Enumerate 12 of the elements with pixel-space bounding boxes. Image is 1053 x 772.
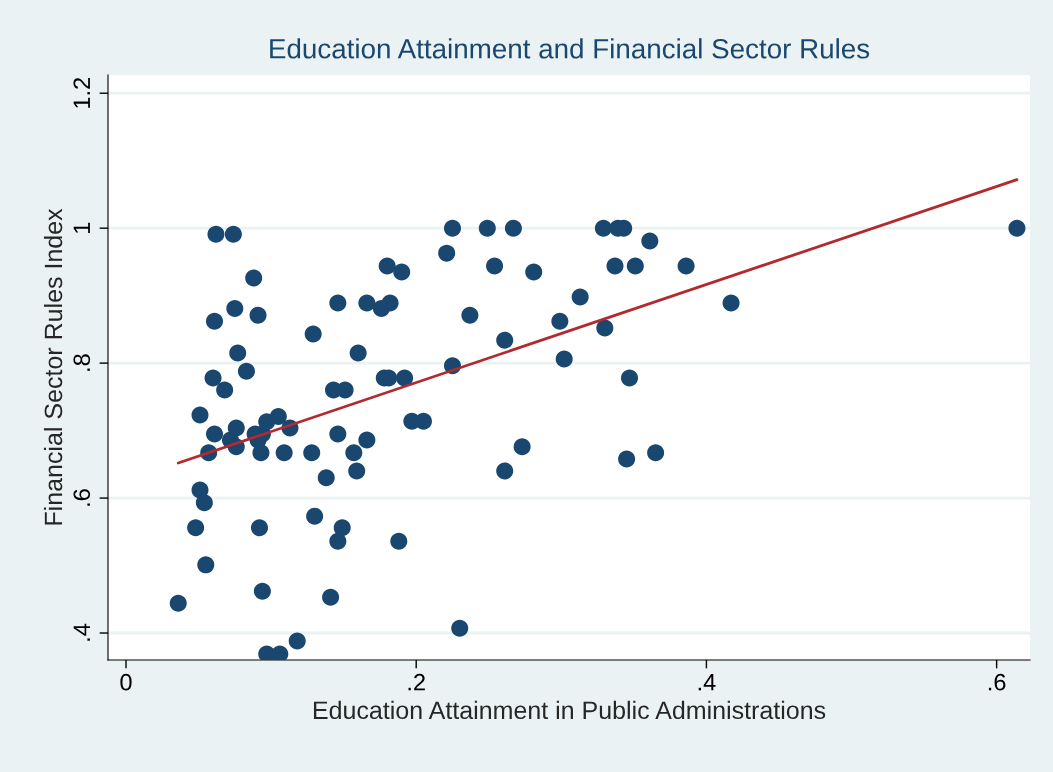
x-axis-title: Education Attainment in Public Administrations	[313, 700, 826, 720]
y-tick-label: 1.2	[73, 77, 90, 108]
x-tick-label: 0	[120, 673, 132, 691]
y-tick-label: .4	[73, 623, 90, 641]
x-tick-label: .2	[408, 673, 425, 691]
y-axis-title: Financial Sector Rules Index	[43, 208, 63, 525]
chart-title: Education Attainment and Financial Sector Rules	[270, 38, 870, 59]
y-tick-label: .8	[73, 354, 91, 371]
y-tick-label: .6	[73, 489, 91, 506]
x-tick-label: .4	[698, 674, 716, 691]
y-tick-label: 1	[73, 222, 90, 233]
x-tick-label: .6	[988, 673, 1006, 691]
